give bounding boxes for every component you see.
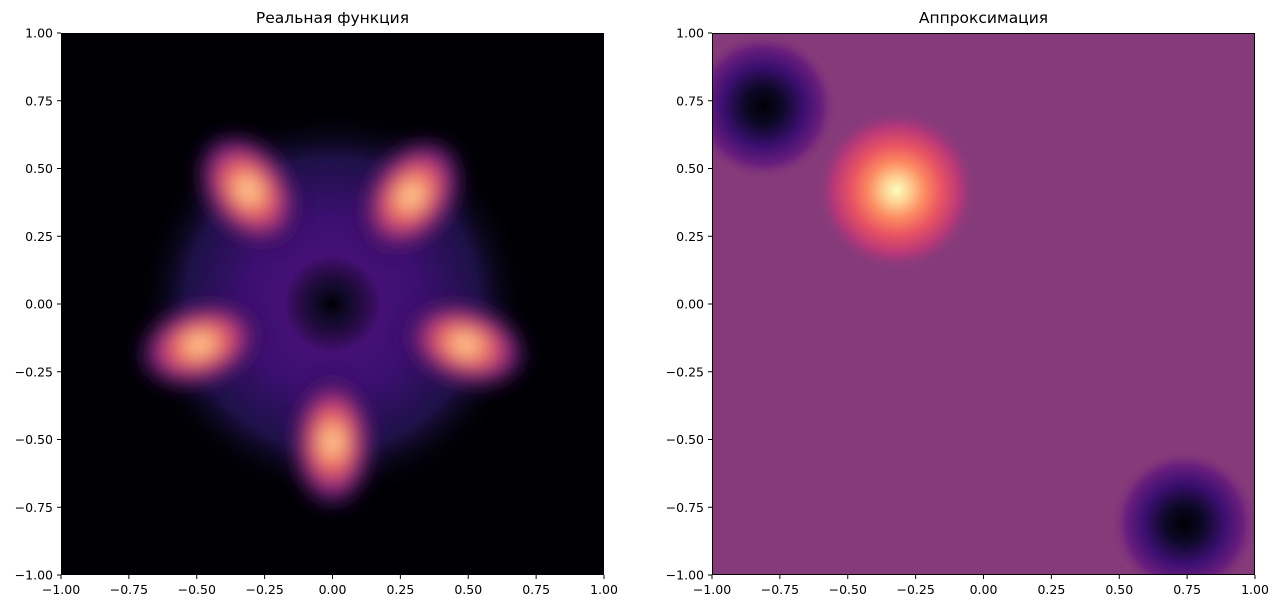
y-tick-label: −0.25 [15,364,53,379]
y-tick-label: 0.50 [676,161,704,176]
y-axis-ticks-approximation: −1.00 −0.75 −0.50 −0.25 0.00 0.25 0.50 0.75 1.00 [666,26,712,583]
x-tick-label: 0.75 [522,582,550,597]
x-tick-label: −0.75 [110,582,148,597]
x-tick-label: 1.00 [1241,582,1269,597]
x-tick-label: −0.25 [896,582,934,597]
y-tick-label: 0.25 [25,229,53,244]
x-tick-label: −1.00 [693,582,731,597]
x-tick-label: −0.50 [829,582,867,597]
heatmap-peak [291,376,374,508]
x-tick-label: 0.00 [319,582,347,597]
y-tick-label: −0.75 [15,500,53,515]
heatmap-peak [138,301,261,388]
y-tick-label: 1.00 [676,26,704,41]
x-tick-label: 0.00 [970,582,998,597]
x-tick-label: −0.50 [178,582,216,597]
y-axis-ticks-real: −1.00 −0.75 −0.50 −0.25 0.00 0.25 0.50 0.75 1.00 [15,26,61,583]
x-tick-label: 0.50 [1105,582,1133,597]
y-tick-label: −1.00 [15,568,53,583]
y-tick-label: −1.00 [666,568,704,583]
chart-title-approximation: Аппроксимация [919,9,1048,27]
y-tick-label: 0.00 [25,297,53,312]
plot-frame-real [61,33,604,575]
x-tick-label: 0.25 [386,582,414,597]
y-tick-label: −0.50 [666,432,704,447]
x-axis-ticks-real: −1.00 −0.75 −0.50 −0.25 0.00 0.25 0.50 0.75 1.00 [42,575,618,597]
heatmap-real [61,33,604,575]
heatmap-peak [815,108,979,272]
x-tick-label: −0.25 [245,582,283,597]
panel-approximation: Аппроксимация −1.00 −0.75 −0.50 −0.25 0.00 0.… [666,9,1269,597]
y-tick-label: 0.75 [25,93,53,108]
y-tick-label: 0.50 [25,161,53,176]
heatmap-minimum [283,255,382,353]
y-tick-label: 1.00 [25,26,53,41]
heatmap-minimum [712,33,837,180]
heatmap-peak [197,133,300,247]
y-tick-label: 0.75 [676,93,704,108]
x-tick-label: 0.50 [454,582,482,597]
y-tick-label: −0.25 [666,364,704,379]
heatmap-peak [360,138,463,253]
x-tick-label: 0.25 [1037,582,1065,597]
x-tick-label: 0.75 [1173,582,1201,597]
y-tick-label: −0.75 [666,500,704,515]
heatmap-minimum [1111,450,1255,575]
y-tick-label: 0.00 [676,297,704,312]
x-tick-label: 1.00 [590,582,618,597]
x-axis-ticks-approximation: −1.00 −0.75 −0.50 −0.25 0.00 0.25 0.50 0.75 1.00 [693,575,1269,597]
panel-real-function: Реальная функция −1.00 −0.75 −0.50 −0.25 0.0… [15,9,618,597]
chart-title-real: Реальная функция [256,9,409,27]
x-tick-label: −1.00 [42,582,80,597]
x-tick-label: −0.75 [761,582,799,597]
heatmap-approximation [712,33,1255,575]
y-tick-label: 0.25 [676,229,704,244]
heatmap-peak [404,301,527,388]
plot-frame-approximation [712,33,1255,575]
y-tick-label: −0.50 [15,432,53,447]
